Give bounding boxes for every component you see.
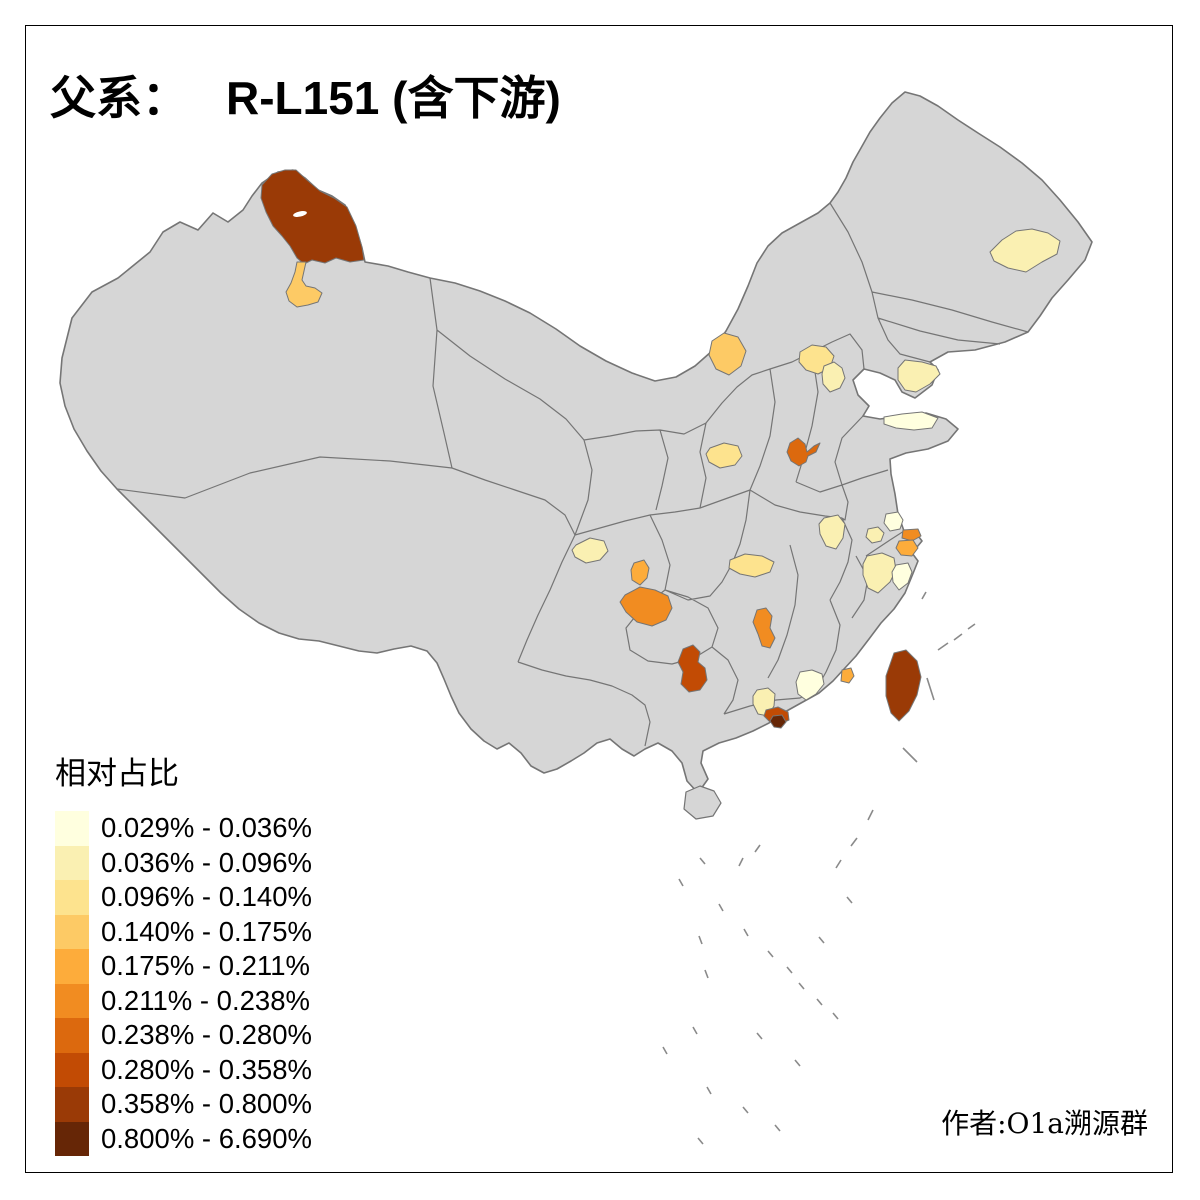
legend-swatch — [55, 1052, 89, 1087]
legend-swatch — [55, 880, 89, 915]
legend-title: 相对占比 — [55, 756, 179, 792]
legend-range-label: 0.140% - 0.175% — [101, 915, 312, 947]
region-coastal-fujian — [840, 667, 855, 684]
legend-swatch — [55, 983, 89, 1018]
region-southern-fujian — [795, 669, 825, 701]
region-north-xinjiang-tacheng — [285, 261, 323, 308]
region-pearl-river-delta-core — [769, 714, 787, 729]
attribution: 作者:O1a溯源群 — [941, 1107, 1148, 1140]
title-suffix: (含下游) — [392, 72, 561, 124]
region-eastern-zhejiang — [891, 562, 913, 591]
region-shanghai — [895, 539, 919, 557]
legend-item-10: 0.800% - 6.690% — [55, 1121, 312, 1156]
figure-border — [25, 25, 1173, 1173]
region-suzhou — [901, 528, 922, 542]
legend-swatch — [55, 1018, 89, 1053]
legend-swatch — [55, 914, 89, 949]
legend-range-label: 0.280% - 0.358% — [101, 1053, 312, 1085]
region-central-shaanxi — [705, 442, 743, 469]
legend-item-2: 0.036% - 0.096% — [55, 845, 312, 880]
legend-range-label: 0.096% - 0.140% — [101, 881, 312, 912]
region-liaodong-peninsula — [897, 359, 941, 393]
legend-range-label: 0.800% - 6.690% — [101, 1122, 312, 1154]
region-tianjin — [821, 361, 846, 393]
legend-range-label: 0.358% - 0.800% — [101, 1088, 312, 1119]
legend-swatch — [55, 845, 89, 880]
mainland-outline — [59, 91, 1093, 794]
legend-item-9: 0.358% - 0.800% — [55, 1087, 312, 1122]
legend-item-6: 0.211% - 0.238% — [55, 983, 312, 1018]
region-central-jiangxi — [752, 607, 776, 649]
legend-swatch — [55, 949, 89, 984]
legend-item-8: 0.280% - 0.358% — [55, 1052, 312, 1087]
legend-rows: 0.029% - 0.036% 0.036% - 0.096% 0.096% - 0… — [55, 811, 312, 1156]
region-central-sichuan — [571, 537, 609, 564]
legend-range-label: 0.175% - 0.211% — [101, 950, 310, 981]
legend-range-label: 0.036% - 0.096% — [101, 846, 312, 878]
region-northern-guizhou — [619, 586, 673, 627]
legend-range-label: 0.029% - 0.036% — [101, 812, 312, 843]
province-borders — [116, 202, 1029, 747]
region-southern-jiangsu — [865, 526, 885, 544]
region-central-heilongjiang — [989, 228, 1061, 273]
sea-islets — [662, 591, 976, 1145]
region-north-xinjiang-altay — [260, 169, 365, 265]
region-eastern-jiangsu — [883, 511, 904, 532]
legend-item-3: 0.096% - 0.140% — [55, 880, 312, 915]
region-northern-zhejiang — [862, 552, 897, 594]
legend-range-label: 0.238% - 0.280% — [101, 1019, 312, 1050]
region-central-anhui — [818, 514, 846, 550]
region-shandong-peninsula — [883, 411, 939, 431]
legend: 相对占比 0.029% - 0.036% 0.036% - 0.096% 0.096… — [55, 748, 312, 1156]
region-northern-shaanxi — [708, 332, 747, 376]
lake — [293, 211, 307, 217]
hainan-island — [683, 785, 722, 820]
legend-item-5: 0.175% - 0.211% — [55, 949, 312, 984]
legend-range-label: 0.211% - 0.238% — [101, 984, 310, 1016]
region-southern-shanxi — [786, 437, 821, 467]
legend-swatch — [55, 1121, 89, 1156]
region-chongqing — [630, 559, 650, 586]
legend-item-7: 0.238% - 0.280% — [55, 1018, 312, 1053]
legend-swatch — [55, 811, 89, 846]
page-title: 父系： R-L151 (含下游) — [50, 62, 561, 128]
legend-item-4: 0.140% - 0.175% — [55, 914, 312, 949]
region-northern-guangxi — [677, 644, 708, 693]
region-northern-hubei — [728, 553, 775, 578]
title-prefix: 父系： — [50, 71, 188, 125]
region-taiwan — [885, 649, 922, 722]
legend-swatch — [55, 1087, 89, 1122]
title-haplogroup: R-L151 — [226, 72, 380, 124]
legend-item-1: 0.029% - 0.036% — [55, 811, 312, 846]
